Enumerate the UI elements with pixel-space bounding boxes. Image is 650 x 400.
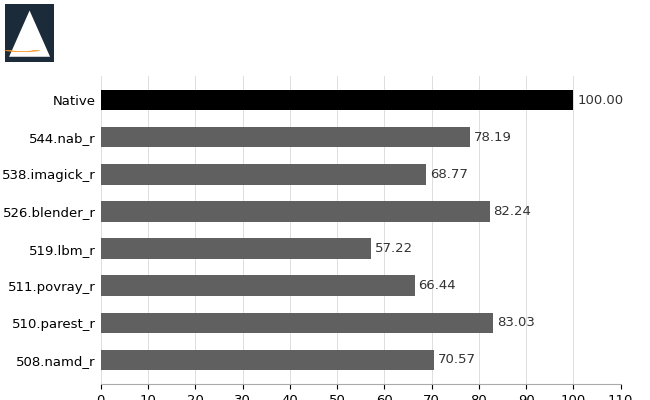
Bar xyxy=(101,350,434,370)
Text: 66.44: 66.44 xyxy=(419,279,456,292)
Text: 83.03: 83.03 xyxy=(497,316,535,329)
Bar xyxy=(101,90,573,110)
Text: Score % of Native - Higher is Better: Score % of Native - Higher is Better xyxy=(68,42,315,56)
Wedge shape xyxy=(4,50,40,52)
Text: 100.00: 100.00 xyxy=(577,94,623,107)
Text: 57.22: 57.22 xyxy=(375,242,413,255)
FancyBboxPatch shape xyxy=(5,4,54,62)
Bar xyxy=(101,312,493,333)
Bar xyxy=(101,238,371,259)
Bar xyxy=(101,127,471,148)
Text: 82.24: 82.24 xyxy=(493,205,531,218)
Bar xyxy=(101,164,426,184)
Bar xyxy=(101,201,489,222)
Text: 70.57: 70.57 xyxy=(438,353,476,366)
Text: SPECfp2017(C/C++) - Rosetta2 vs Native Score %: SPECfp2017(C/C++) - Rosetta2 vs Native S… xyxy=(68,11,650,31)
Text: 68.77: 68.77 xyxy=(430,168,467,181)
Text: 78.19: 78.19 xyxy=(474,131,512,144)
Polygon shape xyxy=(9,10,50,57)
Bar xyxy=(101,276,415,296)
